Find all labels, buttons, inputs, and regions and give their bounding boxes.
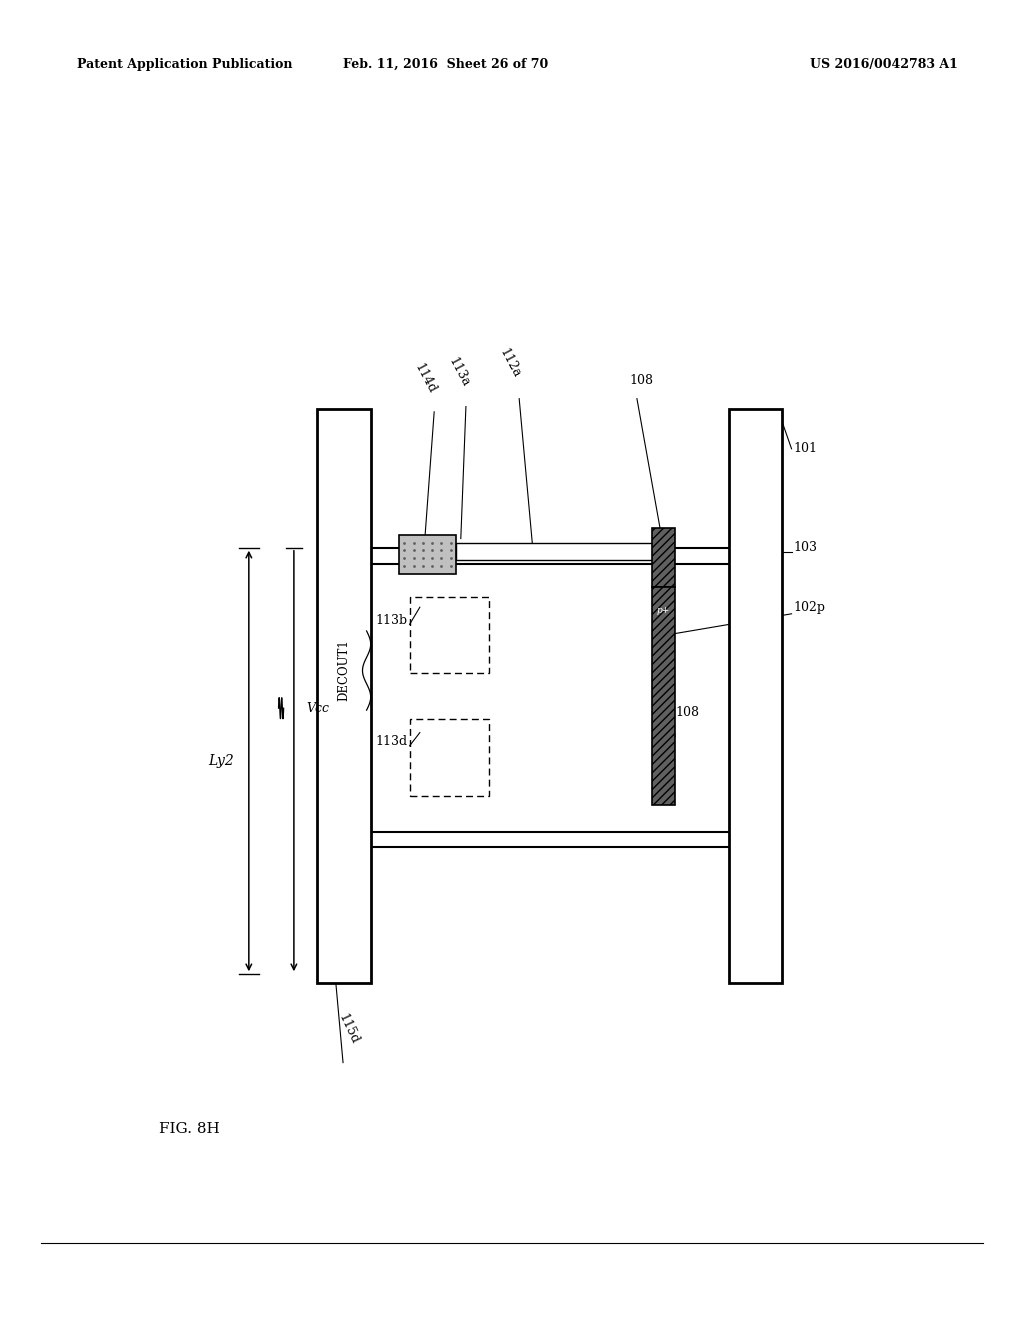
Text: US 2016/0042783 A1: US 2016/0042783 A1 (810, 58, 957, 70)
Bar (399, 535, 456, 574)
Text: 101: 101 (794, 442, 817, 455)
Text: 102p: 102p (794, 601, 825, 614)
Text: FIG. 8H: FIG. 8H (159, 1122, 219, 1135)
Text: 113b: 113b (376, 614, 408, 627)
Bar (456, 543, 655, 560)
Text: 114d: 114d (412, 362, 438, 396)
Text: Vcc: Vcc (306, 702, 329, 714)
Text: 113a: 113a (445, 355, 472, 389)
Text: Feb. 11, 2016  Sheet 26 of 70: Feb. 11, 2016 Sheet 26 of 70 (343, 58, 548, 70)
Text: 112a: 112a (497, 346, 523, 380)
Bar (729, 409, 782, 983)
Text: 108: 108 (676, 706, 699, 719)
Bar (410, 719, 489, 796)
Text: p+: p+ (657, 606, 670, 615)
Text: 113d: 113d (376, 735, 408, 748)
Text: 115d: 115d (336, 1012, 360, 1047)
Bar (652, 587, 675, 805)
Text: Ly2: Ly2 (208, 754, 233, 768)
Bar (410, 597, 489, 673)
Text: DECOUT1: DECOUT1 (338, 640, 350, 701)
Bar (317, 409, 371, 983)
Text: 103: 103 (794, 541, 817, 554)
Bar (652, 528, 675, 587)
Text: 108: 108 (630, 374, 653, 387)
Text: Patent Application Publication: Patent Application Publication (77, 58, 292, 70)
